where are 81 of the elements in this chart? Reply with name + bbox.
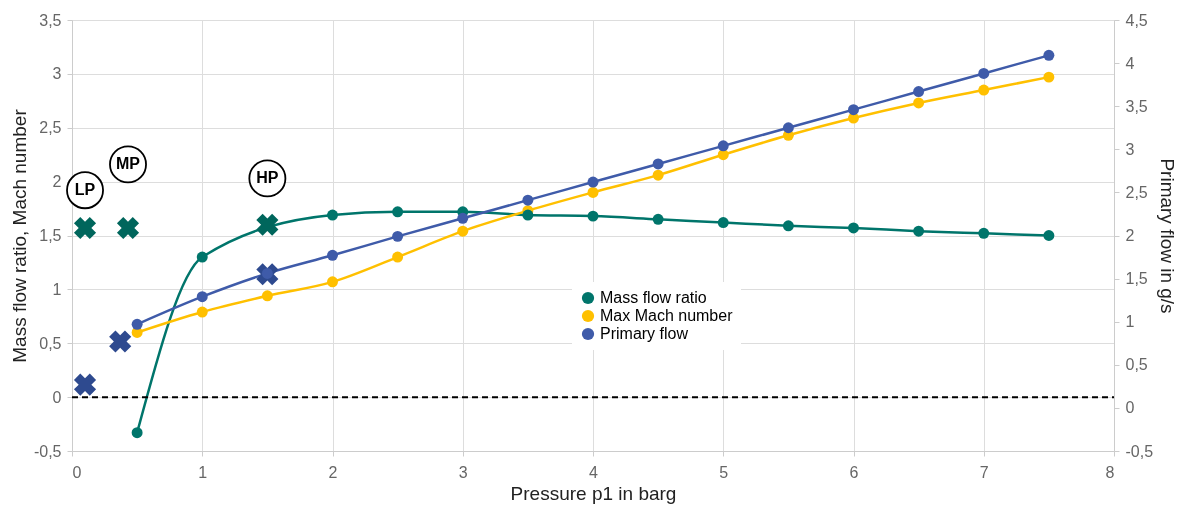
x-tick-label: 3 xyxy=(458,463,468,481)
y2-tick-label: -0,5 xyxy=(1125,442,1154,460)
point xyxy=(1043,230,1055,241)
x-tick-label: 6 xyxy=(849,463,859,481)
point xyxy=(327,249,338,261)
x-tick-label: 2 xyxy=(328,463,338,481)
point xyxy=(978,227,990,239)
y-tick-label: -0,5 xyxy=(33,442,62,460)
point xyxy=(256,213,279,236)
y2-tick-label: 2,5 xyxy=(1125,183,1148,201)
point xyxy=(587,186,599,198)
point xyxy=(116,216,140,240)
point xyxy=(652,213,664,225)
point xyxy=(73,373,97,396)
point xyxy=(196,291,208,303)
y2-tick-label: 3,5 xyxy=(1125,97,1148,115)
y-tick-label: 1,5 xyxy=(39,227,62,244)
point xyxy=(848,104,859,116)
x-tick-label: 1 xyxy=(198,463,208,481)
y2-tick-label: 1 xyxy=(1125,313,1135,331)
point xyxy=(1043,71,1055,83)
y-axis-title: Mass flow ratio, Mach number xyxy=(8,108,30,363)
point xyxy=(522,194,534,206)
point xyxy=(522,209,534,221)
point xyxy=(457,212,469,224)
annotation: HP xyxy=(256,169,279,187)
y2-tick-label: 3 xyxy=(1125,140,1135,158)
point xyxy=(782,220,794,232)
point xyxy=(131,427,143,439)
point xyxy=(782,122,794,134)
y2-tick-label: 0 xyxy=(1125,399,1135,417)
annotation: MP xyxy=(116,155,141,173)
point xyxy=(392,230,404,242)
point xyxy=(196,251,208,263)
point xyxy=(392,206,404,218)
y2-tick-label: 1,5 xyxy=(1125,270,1148,288)
point xyxy=(978,67,990,79)
point xyxy=(652,158,664,170)
x-tick-label: 4 xyxy=(589,463,599,481)
point xyxy=(392,251,404,263)
point xyxy=(717,217,729,229)
point xyxy=(73,216,97,240)
point xyxy=(848,222,859,234)
point xyxy=(717,149,729,161)
legend-label: Max Mach number xyxy=(600,307,734,324)
point xyxy=(978,84,990,96)
annotation: LP xyxy=(74,181,96,199)
x-tick-label: 7 xyxy=(979,463,989,481)
y2-tick-label: 4,5 xyxy=(1125,11,1148,29)
point xyxy=(652,169,664,181)
point xyxy=(327,209,338,221)
y-tick-label: 0,5 xyxy=(39,334,62,352)
point xyxy=(1043,49,1055,61)
point xyxy=(196,306,208,318)
point xyxy=(913,86,925,98)
point xyxy=(913,97,925,109)
x-tick-label: 5 xyxy=(719,463,729,481)
point xyxy=(587,210,599,222)
y2-tick-label: 0,5 xyxy=(1125,356,1148,374)
y2-tick-label: 4 xyxy=(1125,54,1135,72)
x-axis-title: Pressure p1 in barg xyxy=(510,482,677,504)
legend-label: Primary flow xyxy=(600,325,689,342)
y-tick-label: 2,5 xyxy=(39,119,62,137)
x-tick-label: 8 xyxy=(1105,463,1115,481)
point xyxy=(261,290,273,302)
y-tick-label: 0 xyxy=(52,388,62,406)
y-tick-label: 3,5 xyxy=(39,11,62,29)
point xyxy=(327,276,338,288)
y-tick-label: 3 xyxy=(52,65,62,83)
y2-tick-label: 2 xyxy=(1125,227,1135,244)
point xyxy=(109,330,132,353)
x-tick-label: 0 xyxy=(72,463,82,481)
point xyxy=(717,140,729,152)
y2-axis-title: Primary flow in g/s xyxy=(1157,158,1179,314)
y-tick-label: 2 xyxy=(52,173,62,191)
y-tick-label: 1 xyxy=(52,280,62,298)
point xyxy=(131,318,143,330)
point xyxy=(457,225,469,237)
point xyxy=(913,225,925,237)
legend-label: Mass flow ratio xyxy=(600,289,707,306)
point xyxy=(587,176,599,188)
